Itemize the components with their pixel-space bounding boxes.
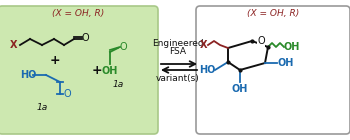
Text: OH: OH [284,42,300,52]
FancyBboxPatch shape [196,6,350,134]
Text: O: O [63,89,71,99]
FancyBboxPatch shape [0,6,158,134]
Text: +: + [92,64,102,76]
Text: OH: OH [102,66,118,76]
Text: (X = OH, R): (X = OH, R) [247,9,299,18]
Text: O: O [257,36,265,46]
Text: FSA: FSA [169,46,187,55]
Text: O: O [82,33,90,43]
Text: HO: HO [20,70,36,80]
Text: X: X [199,40,207,50]
Text: OH: OH [232,84,248,94]
Text: Engineered: Engineered [152,38,204,47]
Text: HO: HO [199,65,215,75]
Text: 1a: 1a [36,103,48,112]
Text: +: + [50,53,60,66]
Text: OH: OH [277,58,293,68]
Text: 1a: 1a [112,80,124,89]
Text: X: X [10,40,18,50]
Text: O: O [120,42,128,52]
Text: (X = OH, R): (X = OH, R) [52,9,104,18]
Text: variant(s): variant(s) [156,74,200,82]
